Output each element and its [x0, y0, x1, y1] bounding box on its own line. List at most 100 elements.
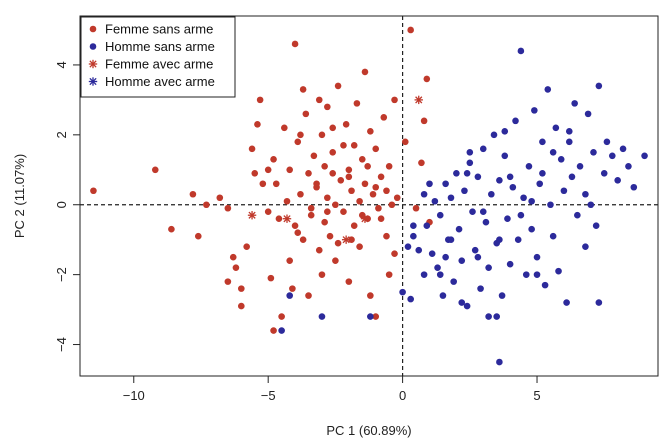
data-point: [294, 229, 302, 236]
legend-label: Femme avec arme: [105, 57, 213, 72]
data-point: [630, 183, 638, 191]
legend-item: Femme avec arme: [88, 57, 213, 72]
data-point: [189, 190, 197, 198]
data-point: [270, 327, 277, 334]
data-point: [383, 232, 390, 240]
data-point: [377, 173, 385, 181]
data-point: [342, 121, 350, 128]
data-point: [576, 162, 584, 170]
series-femme-avec-arme: [247, 95, 423, 244]
data-point: [595, 82, 603, 90]
plot-frame: [79, 15, 659, 377]
data-point: [372, 183, 380, 191]
data-point: [514, 236, 522, 243]
data-point: [541, 281, 549, 289]
data-point: [278, 313, 285, 320]
x-axis-label: PC 1 (60.89%): [326, 423, 411, 438]
data-point: [420, 190, 428, 198]
data-point: [536, 180, 544, 188]
data-point: [278, 327, 285, 334]
data-point: [496, 358, 503, 366]
legend-item: Homme sans arme: [89, 39, 215, 54]
data-point: [447, 236, 455, 243]
data-point: [590, 149, 597, 156]
data-point: [533, 253, 541, 261]
data-point: [238, 285, 245, 292]
data-point: [256, 96, 264, 104]
data-point: [168, 225, 175, 233]
y-tick-label: −2: [54, 267, 69, 282]
data-point: [377, 215, 385, 223]
data-point: [350, 142, 358, 149]
data-point: [485, 264, 492, 271]
y-tick-label: 2: [54, 131, 69, 138]
data-point: [434, 264, 441, 271]
data-point-asterisk: [360, 214, 370, 223]
data-point: [557, 156, 565, 163]
data-point: [493, 313, 500, 320]
data-point: [358, 156, 366, 163]
data-point: [310, 152, 318, 160]
data-point: [582, 243, 589, 250]
data-point: [485, 313, 492, 320]
x-tick-label: 5: [533, 388, 540, 403]
data-points: [90, 26, 648, 366]
data-point: [587, 201, 595, 209]
data-point: [315, 96, 323, 104]
data-point: [582, 190, 589, 198]
data-point: [267, 274, 275, 282]
data-point: [281, 124, 288, 132]
data-point: [568, 173, 576, 181]
data-point: [275, 215, 283, 223]
data-point: [383, 187, 390, 195]
data-point: [560, 187, 568, 195]
data-point: [329, 169, 337, 177]
legend-dot-marker: [89, 25, 97, 33]
data-point: [428, 250, 436, 257]
data-point: [520, 194, 527, 202]
data-point: [313, 180, 320, 188]
data-point: [348, 236, 355, 243]
data-point: [315, 246, 323, 254]
data-point: [418, 159, 425, 167]
data-point: [477, 285, 484, 292]
data-point: [595, 299, 603, 306]
data-point: [407, 26, 414, 34]
y-tick-label: −4: [54, 337, 69, 352]
data-point: [461, 187, 468, 195]
data-point: [528, 225, 535, 233]
data-point-asterisk: [414, 95, 423, 105]
data-point: [372, 313, 380, 320]
data-point: [436, 271, 444, 278]
data-point: [229, 253, 237, 261]
x-axis: −10 −5 0 5: [123, 376, 541, 403]
data-point: [571, 100, 578, 107]
data-point: [539, 138, 546, 146]
data-point: [367, 313, 374, 320]
data-point: [496, 236, 503, 243]
data-point: [463, 302, 471, 310]
data-point: [380, 114, 388, 121]
data-point: [410, 232, 417, 240]
x-tick-label: −5: [261, 388, 276, 403]
data-point: [318, 131, 326, 139]
data-point: [361, 180, 369, 188]
data-point: [350, 222, 358, 230]
data-point: [479, 208, 487, 216]
data-point: [324, 208, 331, 216]
data-point: [294, 138, 302, 146]
data-point: [509, 183, 517, 191]
data-point: [506, 260, 514, 268]
data-point: [393, 194, 401, 202]
y-axis: −4 −2 0 2 4: [54, 61, 80, 352]
data-point: [447, 194, 455, 202]
legend-asterisk-marker: [88, 59, 98, 69]
data-point: [525, 162, 533, 170]
data-point: [334, 82, 342, 90]
data-point: [324, 194, 331, 202]
legend-label: Homme avec arme: [105, 74, 215, 89]
data-point: [498, 292, 506, 299]
data-point: [321, 218, 328, 226]
data-point: [259, 180, 267, 188]
data-point: [364, 162, 371, 170]
